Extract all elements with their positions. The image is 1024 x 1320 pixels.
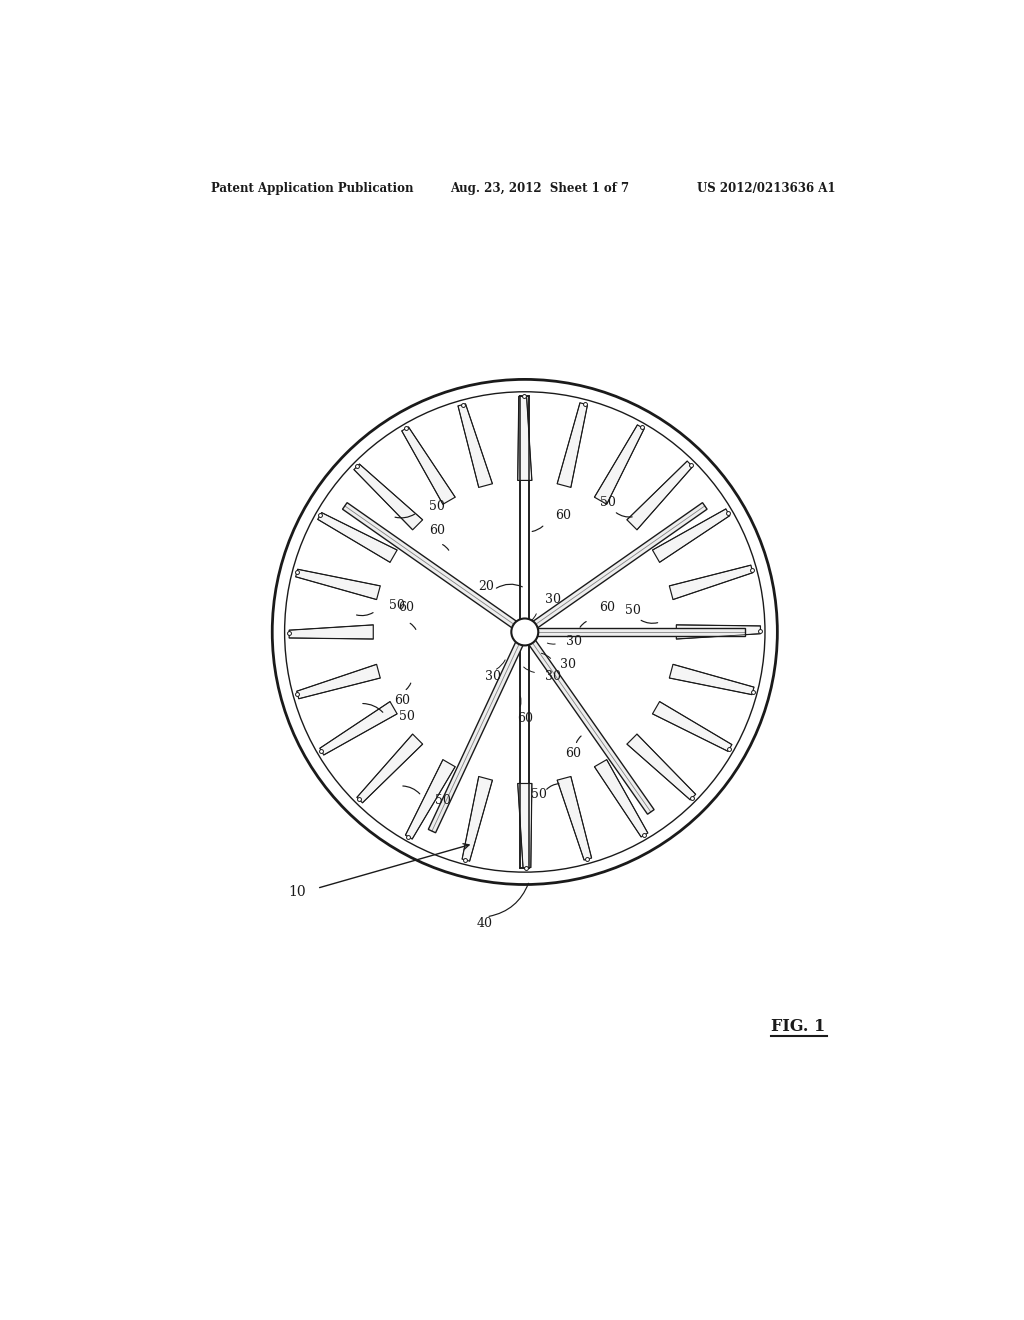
Polygon shape [518,396,531,480]
Polygon shape [458,404,493,487]
Polygon shape [357,734,423,803]
Text: 50: 50 [429,500,445,513]
Polygon shape [296,569,380,599]
Polygon shape [354,465,423,529]
Text: 30: 30 [560,659,577,671]
Polygon shape [342,503,527,635]
Text: 50: 50 [531,788,547,800]
Polygon shape [319,702,397,755]
Text: FIG. 1: FIG. 1 [771,1018,825,1035]
Text: Patent Application Publication: Patent Application Publication [211,182,414,194]
Text: 60: 60 [565,747,582,760]
Text: 50: 50 [600,496,616,510]
Text: 60: 60 [398,601,415,614]
Text: 60: 60 [517,711,534,725]
Polygon shape [289,624,374,639]
Polygon shape [524,628,744,636]
Text: 50: 50 [388,599,404,612]
Text: 10: 10 [289,886,306,899]
Polygon shape [406,759,455,840]
Text: 60: 60 [599,601,614,614]
Polygon shape [401,426,455,504]
Polygon shape [595,759,648,837]
Text: Aug. 23, 2012  Sheet 1 of 7: Aug. 23, 2012 Sheet 1 of 7 [451,182,629,194]
Text: 50: 50 [625,605,641,618]
Polygon shape [652,702,732,751]
Polygon shape [557,776,592,861]
Polygon shape [557,403,588,487]
Polygon shape [627,734,695,800]
Polygon shape [462,776,493,861]
Polygon shape [317,512,397,562]
Text: 50: 50 [398,710,415,723]
Text: US 2012/0213636 A1: US 2012/0213636 A1 [696,182,835,194]
Polygon shape [522,503,708,635]
Polygon shape [670,664,754,694]
Circle shape [511,619,539,645]
Polygon shape [627,461,692,529]
Polygon shape [521,630,654,814]
Text: 20: 20 [478,579,495,593]
Text: 60: 60 [556,508,571,521]
Text: 50: 50 [435,793,452,807]
Polygon shape [652,510,730,562]
Polygon shape [518,784,531,867]
Text: 60: 60 [394,693,410,706]
Text: 30: 30 [565,635,582,648]
Text: 30: 30 [545,671,561,684]
Text: 60: 60 [429,524,445,537]
Polygon shape [670,565,753,599]
Polygon shape [595,425,644,504]
Text: 30: 30 [545,594,561,606]
Text: 40: 40 [477,917,494,929]
Text: 30: 30 [484,671,501,684]
Polygon shape [676,624,761,639]
Polygon shape [297,664,380,698]
Polygon shape [428,630,528,833]
Polygon shape [520,396,529,869]
